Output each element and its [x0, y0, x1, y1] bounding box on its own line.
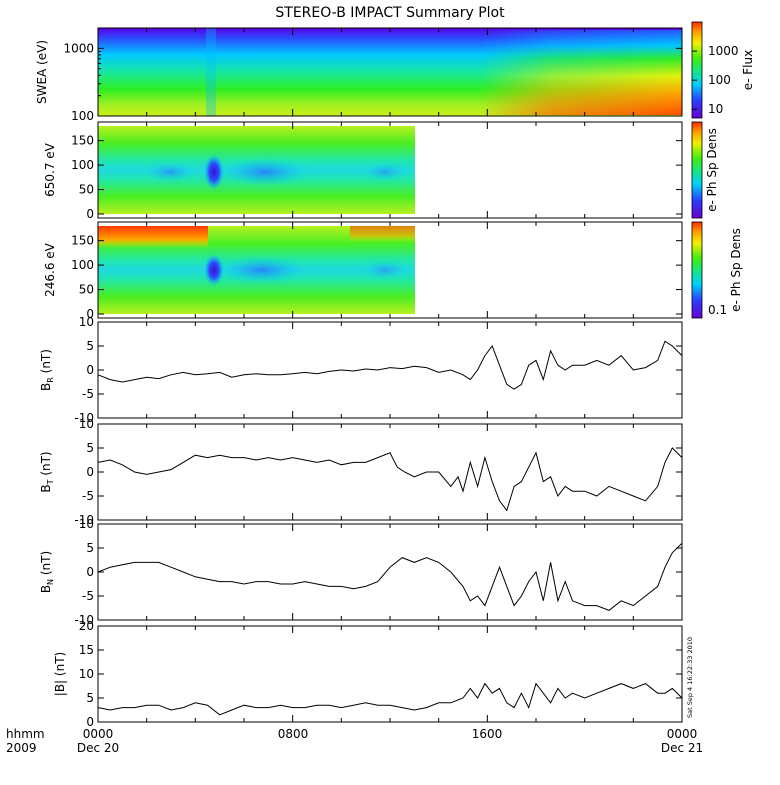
swea-heatmap-dip — [206, 28, 216, 116]
br-series-line — [97, 340, 683, 390]
bmag-ytick-label: 20 — [79, 619, 94, 633]
pad246-ytick-label: 150 — [71, 234, 94, 248]
bn-ytick-label: 5 — [86, 541, 94, 555]
br-frame — [97, 321, 683, 419]
bt-ytick-label: 5 — [86, 441, 94, 455]
swea-ytick-label: 1000 — [63, 41, 94, 55]
bn-ylabel-sub: N — [46, 579, 55, 585]
bn-ytick-label: 10 — [79, 517, 94, 531]
swea-ylabel: SWEA (eV) — [35, 40, 49, 104]
swea-y-axis: 1000 100 — [63, 41, 682, 123]
pad650-heatmap-band-3 — [363, 162, 407, 182]
x-tick-label-0: 0000 — [83, 727, 114, 741]
bn-ylabel-unit: (nT) — [39, 551, 53, 579]
bn-series-line — [97, 542, 683, 611]
pad246-colorbar — [691, 221, 703, 319]
pad246-heatmap-dip — [204, 254, 224, 286]
pad246-colorbar-label: e- Ph Sp Dens — [729, 228, 743, 312]
br-ylabel-unit: (nT) — [39, 349, 53, 377]
x-axis-ticks — [97, 28, 683, 722]
bt-ylabel: BT (nT) — [39, 451, 55, 492]
swea-colorbar-ticks: 1000 100 10 — [692, 44, 739, 116]
br-ytick-label: -5 — [82, 387, 94, 401]
bmag-y-axis: 20 15 10 5 0 — [79, 619, 682, 729]
bt-ytick-label: -10 — [74, 513, 94, 527]
pad650-colorbar-label: e- Ph Sp Dens — [705, 128, 719, 212]
bn-y-axis: 10 5 0 -5 -10 — [74, 517, 682, 627]
pad246-ytick-label: 0 — [86, 307, 94, 321]
x-date-label-3: Dec 21 — [661, 741, 703, 755]
pad650-ytick-label: 0 — [86, 207, 94, 221]
pad650-ytick-label: 150 — [71, 134, 94, 148]
pad246-ytick-label: 100 — [71, 258, 94, 272]
footer-hhmm: hhmm — [6, 727, 45, 741]
bmag-frame — [97, 625, 683, 723]
bn-ytick-label: 0 — [86, 565, 94, 579]
footer-year: 2009 — [6, 741, 37, 755]
pad650-ylabel: 650.7 eV — [43, 142, 57, 197]
bt-ylabel-unit: (nT) — [39, 451, 53, 479]
bn-ytick-label: -5 — [82, 589, 94, 603]
br-ylabel-main: B — [39, 383, 53, 391]
bn-ylabel-main: B — [39, 585, 53, 593]
pad246-panel: 150 100 50 0 246.6 eV 0.1 e- Ph Sp Dens — [43, 221, 743, 321]
pad246-heatmap-red-top-2 — [350, 226, 415, 242]
plot-timestamp: Sat Sep 4 16:22:33 2010 — [686, 637, 694, 718]
br-y-axis: 10 5 0 -5 -10 — [74, 315, 682, 425]
bt-ytick-label: 0 — [86, 465, 94, 479]
pad246-ytick-label: 50 — [79, 283, 94, 297]
br-ylabel-sub: R — [46, 377, 55, 383]
br-ylabel: BR (nT) — [39, 349, 55, 391]
x-date-label-0: Dec 20 — [77, 741, 119, 755]
pad246-heatmap-band — [217, 256, 307, 284]
swea-panel: 1000 100 SWEA (eV) 1000 100 10 e- Flux — [35, 21, 755, 123]
bmag-ytick-label: 15 — [79, 643, 94, 657]
swea-colorbar-tick-label: 10 — [708, 102, 723, 116]
swea-ytick-label: 100 — [71, 109, 94, 123]
pad650-ytick-label: 100 — [71, 158, 94, 172]
br-ytick-label: 0 — [86, 363, 94, 377]
bmag-series-line — [97, 682, 683, 716]
pad650-ytick-label: 50 — [79, 183, 94, 197]
pad650-heatmap-band-2 — [145, 162, 195, 182]
pad650-y-axis: 150 100 50 0 — [71, 134, 682, 221]
bmag-ytick-label: 10 — [79, 667, 94, 681]
pad650-heatmap-dip — [204, 154, 224, 190]
br-ytick-label: -10 — [74, 411, 94, 425]
swea-colorbar — [691, 21, 703, 119]
pad246-colorbar-tick-label: 0.1 — [708, 303, 727, 317]
swea-colorbar-tick-label: 100 — [708, 73, 731, 87]
swea-heatmap-late-enhancement — [470, 28, 682, 116]
x-tick-label-1: 0800 — [278, 727, 309, 741]
x-tick-label-3: 0000 — [667, 727, 698, 741]
pad246-heatmap-band-2 — [363, 260, 407, 280]
bt-ytick-label: -5 — [82, 489, 94, 503]
pad246-heatmap-red-top — [98, 226, 208, 248]
pad650-heatmap-band — [220, 158, 310, 186]
bt-frame — [97, 423, 683, 521]
x-tick-label-2: 1600 — [472, 727, 503, 741]
br-ytick-label: 10 — [79, 315, 94, 329]
swea-colorbar-label: e- Flux — [741, 50, 755, 90]
pad650-panel: 150 100 50 0 650.7 eV e- Ph Sp Dens — [43, 121, 719, 221]
pad246-y-axis: 150 100 50 0 — [71, 234, 682, 321]
br-ytick-label: 5 — [86, 339, 94, 353]
bt-ylabel-main: B — [39, 484, 53, 492]
figure-title: STEREO-B IMPACT Summary Plot — [275, 5, 505, 21]
bn-ytick-label: -10 — [74, 613, 94, 627]
pad246-ylabel: 246.6 eV — [43, 242, 57, 297]
bt-y-axis: 10 5 0 -5 -10 — [74, 417, 682, 527]
bt-ytick-label: 10 — [79, 417, 94, 431]
bt-series-line — [97, 447, 683, 512]
bn-ylabel: BN (nT) — [39, 551, 55, 593]
bmag-ylabel: |B| (nT) — [53, 652, 67, 696]
bmag-ytick-label: 5 — [86, 691, 94, 705]
bt-ylabel-sub: T — [46, 479, 55, 485]
swea-colorbar-tick-label: 1000 — [708, 44, 739, 58]
pad650-colorbar — [691, 121, 703, 219]
bmag-ytick-label: 0 — [86, 715, 94, 729]
